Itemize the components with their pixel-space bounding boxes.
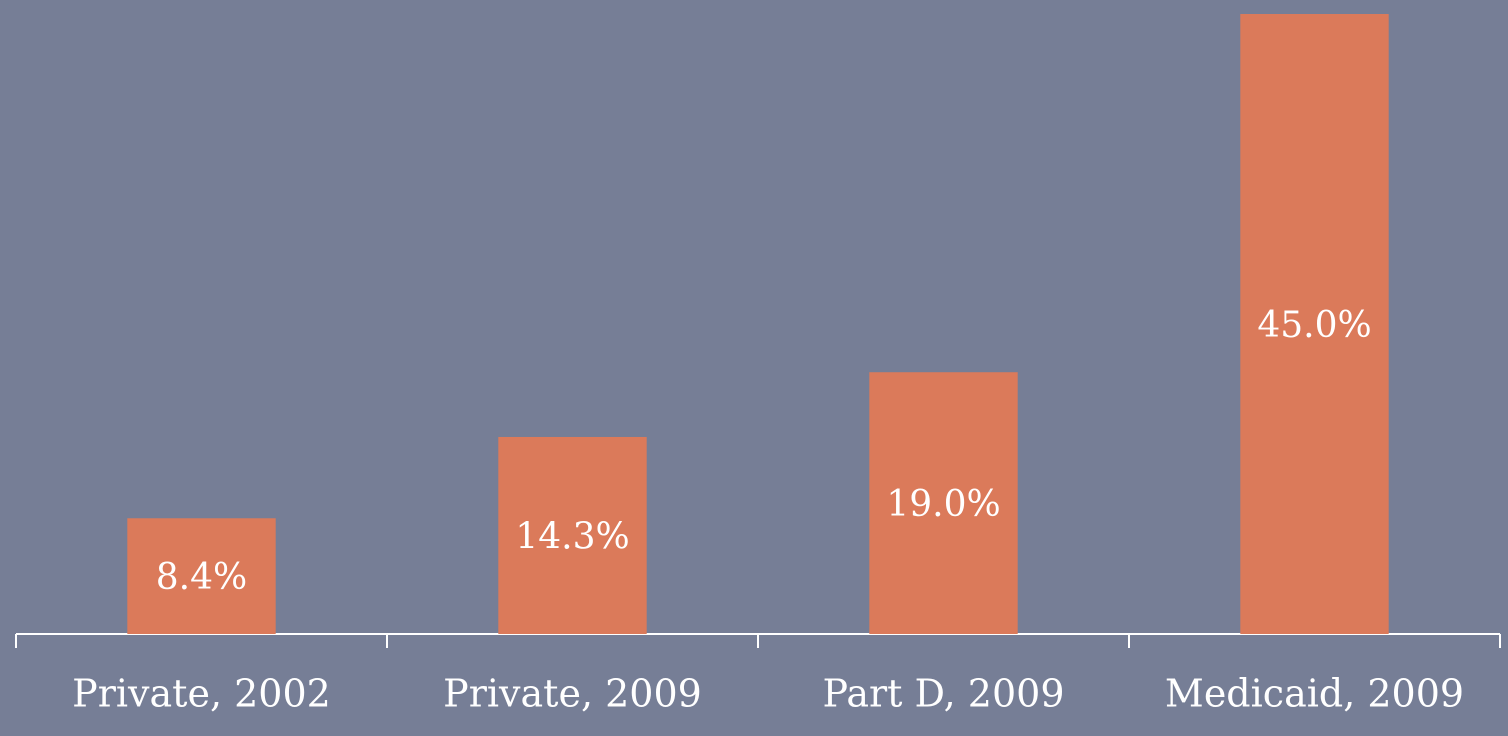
- bar: [1240, 14, 1389, 634]
- data-label: 19.0%: [886, 484, 1000, 525]
- bar: [127, 518, 276, 634]
- x-tick-label: Medicaid, 2009: [1165, 672, 1464, 716]
- data-label: 8.4%: [156, 557, 247, 598]
- x-tick-label: Private, 2009: [443, 672, 702, 716]
- data-label: 14.3%: [515, 516, 629, 557]
- x-tick-label: Part D, 2009: [822, 672, 1064, 716]
- bar: [498, 436, 647, 634]
- data-label: 45.0%: [1257, 305, 1371, 346]
- x-tick-label: Private, 2002: [72, 672, 331, 716]
- bar: [869, 372, 1018, 634]
